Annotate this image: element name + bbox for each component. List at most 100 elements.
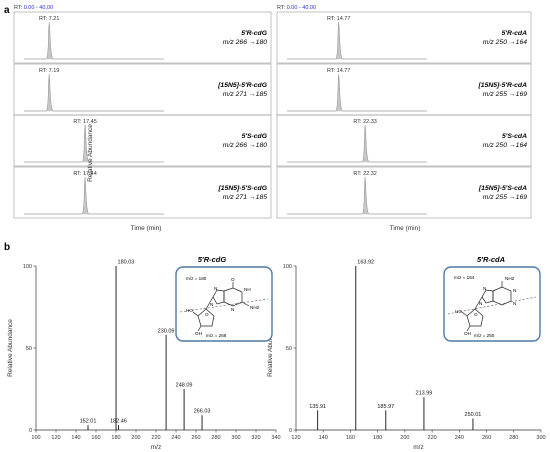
panel-a-label: a xyxy=(4,5,10,16)
panel-a-left-x-axis-label: Time (min) xyxy=(131,225,162,232)
peak-mz-label: 152.01 xyxy=(80,419,97,425)
spectrum-x-axis-label: m/z xyxy=(151,444,161,451)
svg-text:N: N xyxy=(513,301,516,306)
x-tick-label: 320 xyxy=(251,435,260,441)
peak-rt-label: RT: 17.45 xyxy=(73,119,96,125)
x-tick-label: 180 xyxy=(373,435,382,441)
chromatogram-panels: RT: 7.21 5′R-cdG m/z 266 →180 RT: 7.19 [15N5… xyxy=(13,11,532,219)
rt-range-left: RT: 0.00 - 40.00 xyxy=(14,5,53,11)
svg-text:N: N xyxy=(210,302,213,307)
x-tick-label: 100 xyxy=(31,435,40,441)
y-tick-label: 0 xyxy=(29,428,32,434)
x-tick-label: 200 xyxy=(400,435,409,441)
chromatogram-peak xyxy=(24,73,164,112)
cleavage-line-cdg xyxy=(179,298,269,313)
peak-mz-label: 250.01 xyxy=(465,412,482,418)
x-tick-label: 200 xyxy=(131,435,140,441)
svg-text:OH: OH xyxy=(195,331,202,336)
x-tick-label: 140 xyxy=(319,435,328,441)
svg-text:N: N xyxy=(479,301,482,306)
chromatogram-peak xyxy=(287,21,427,60)
compound-name: 5′R-cdG xyxy=(241,30,268,37)
mrm-transition: m/z 271 →185 xyxy=(223,194,267,201)
peak-mz-label: 230.09 xyxy=(158,328,175,334)
mrm-transition: m/z 255 →169 xyxy=(483,194,527,201)
chromatogram-peak xyxy=(287,124,427,163)
mrm-transition: m/z 271 →185 xyxy=(223,91,267,98)
y-tick-label: 0 xyxy=(289,428,292,434)
compound-name: [15N5]-5′R-cdA xyxy=(478,82,528,89)
svg-text:O: O xyxy=(231,277,235,282)
fragment-label-top-cdg: m/z = 180 xyxy=(186,276,207,281)
x-tick-label: 240 xyxy=(455,435,464,441)
rt-range-right: RT: 0.00 - 40.00 xyxy=(277,5,316,11)
svg-text:O: O xyxy=(474,312,478,317)
x-tick-label: 340 xyxy=(271,435,280,441)
molecule-skeleton-cda xyxy=(461,281,512,332)
structure-inset-cda: 5′R-cdA m/z = 164 m/z = 250 NH2 N N N N … xyxy=(443,255,541,342)
y-tick-label: 100 xyxy=(23,264,32,270)
x-tick-label: 260 xyxy=(482,435,491,441)
peak-mz-label: 182.46 xyxy=(110,419,127,425)
structure-atoms-cdg: O N NH N NH2 N HO O OH xyxy=(186,277,260,336)
chromatogram-peak xyxy=(24,21,164,60)
peak-rt-label: RT: 7.21 xyxy=(39,16,59,22)
panel-a-right-x-axis-label: Time (min) xyxy=(390,225,421,232)
peak-mz-label: 180.03 xyxy=(118,260,135,266)
x-tick-label: 300 xyxy=(536,435,545,441)
x-tick-label: 120 xyxy=(51,435,60,441)
spectrum-y-axis-label: Relative Abundance xyxy=(267,319,274,377)
x-tick-label: 220 xyxy=(428,435,437,441)
svg-text:N: N xyxy=(483,286,486,291)
chromatogram-peak xyxy=(24,176,164,215)
chromatogram-frame xyxy=(13,166,272,219)
peak-rt-label: RT: 7.19 xyxy=(39,68,59,74)
chromatogram-frame xyxy=(276,166,532,219)
chromatogram-frame xyxy=(276,114,532,167)
chromatogram-frame xyxy=(13,114,272,167)
peak-rt-label: RT: 22.33 xyxy=(353,119,376,125)
spectrum-cda-title: 5′R-cdA xyxy=(477,255,505,264)
x-tick-label: 180 xyxy=(111,435,120,441)
x-tick-label: 120 xyxy=(291,435,300,441)
x-tick-label: 240 xyxy=(171,435,180,441)
x-tick-label: 280 xyxy=(509,435,518,441)
inset-frame-cda xyxy=(443,266,541,342)
spectrum-cda: 120 140 160 180 200 220 240 260 280 300 0 50 100 135.… xyxy=(267,260,546,452)
svg-text:NH2: NH2 xyxy=(250,305,260,310)
peak-mz-label: 163.92 xyxy=(357,260,374,266)
peak-mz-label: 248.09 xyxy=(176,383,193,389)
svg-text:N: N xyxy=(214,286,217,291)
cleavage-line-cda xyxy=(447,296,537,315)
compound-name: 5′S-cdA xyxy=(502,133,527,140)
structure-inset-cdg: 5′R-cdG m/z = 180 m/z = 266 O N NH N NH2… xyxy=(175,255,273,342)
chromatogram-peak xyxy=(287,73,427,112)
peak-rt-label: RT: 17.44 xyxy=(73,171,96,177)
svg-text:OH: OH xyxy=(464,331,471,336)
svg-text:NH: NH xyxy=(244,287,251,292)
svg-text:HO: HO xyxy=(455,309,462,314)
svg-text:HO: HO xyxy=(186,308,193,313)
chromatogram-frame xyxy=(276,11,532,64)
compound-name: [15N5]-5′S-cdA xyxy=(478,185,527,192)
structure-atoms-cda: NH2 N N N N HO O OH xyxy=(455,276,516,336)
mrm-transition: m/z 250 →164 xyxy=(483,39,527,46)
spectrum-cdg-title: 5′R-cdG xyxy=(198,255,227,264)
x-tick-label: 140 xyxy=(71,435,80,441)
spectrum-y-axis-label: Relative Abundance xyxy=(7,319,14,377)
chromatogram-frame xyxy=(276,63,532,116)
mrm-transition: m/z 255 →169 xyxy=(483,91,527,98)
svg-text:N: N xyxy=(231,307,234,312)
x-tick-label: 260 xyxy=(191,435,200,441)
chromatogram-frame xyxy=(13,11,272,64)
peak-rt-label: RT: 14.77 xyxy=(327,68,350,74)
mrm-transition: m/z 266 →180 xyxy=(223,39,267,46)
spectrum-x-axis-label: m/z xyxy=(413,444,423,451)
x-tick-label: 300 xyxy=(231,435,240,441)
peak-mz-label: 185.97 xyxy=(377,404,394,410)
y-tick-label: 100 xyxy=(283,264,292,270)
svg-text:O: O xyxy=(205,312,209,317)
x-tick-label: 160 xyxy=(346,435,355,441)
peak-mz-label: 266.03 xyxy=(194,409,211,415)
y-tick-label: 50 xyxy=(26,346,32,352)
